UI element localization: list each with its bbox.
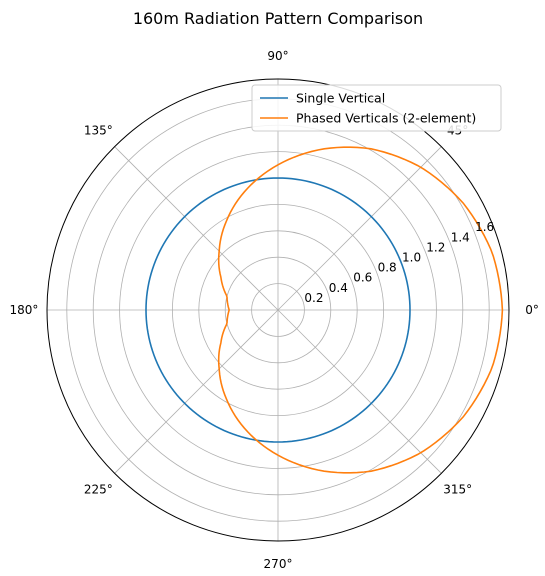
angle-tick-labels: 0°45°90°135°180°225°270°315° (9, 49, 538, 571)
angle-tick-label: 225° (84, 483, 113, 497)
radius-tick-label: 1.2 (426, 240, 445, 254)
polar-frame (46, 78, 510, 542)
angle-tick-label: 270° (264, 557, 293, 571)
legend-label-1: Phased Verticals (2-element) (296, 111, 476, 126)
radius-tick-label: 0.6 (353, 271, 372, 285)
grid-spoke-45 (277, 146, 442, 311)
series-line-0 (145, 177, 411, 443)
polar-grid (46, 78, 510, 542)
grid-spoke-135 (114, 146, 279, 311)
angle-tick-label: 180° (9, 303, 38, 317)
legend-box (251, 84, 502, 132)
legend-label-0: Single Vertical (296, 91, 385, 106)
angle-tick-label: 135° (84, 123, 113, 137)
legend: Single Vertical Phased Verticals (2-eleme… (251, 84, 502, 132)
radius-tick-label: 0.4 (329, 281, 348, 295)
angle-tick-label: 90° (267, 49, 288, 63)
series-layer (145, 146, 504, 474)
radius-tick-label: 0.2 (304, 291, 323, 305)
radius-tick-label: 1.6 (475, 220, 494, 234)
radius-tick-label: 1.4 (451, 230, 470, 244)
radius-tick-label: 1.0 (402, 251, 421, 265)
grid-spoke-225 (114, 309, 279, 474)
grid-spoke-315 (277, 309, 442, 474)
radius-tick-label: 0.8 (378, 261, 397, 275)
angle-tick-label: 0° (525, 303, 539, 317)
series-line-1 (217, 146, 504, 474)
radius-tick-labels: 0.2 0.4 0.6 0.8 1.0 1.2 1.4 1.6 (304, 220, 494, 305)
chart-title: 160m Radiation Pattern Comparison (133, 9, 423, 28)
angle-tick-label: 315° (443, 483, 472, 497)
